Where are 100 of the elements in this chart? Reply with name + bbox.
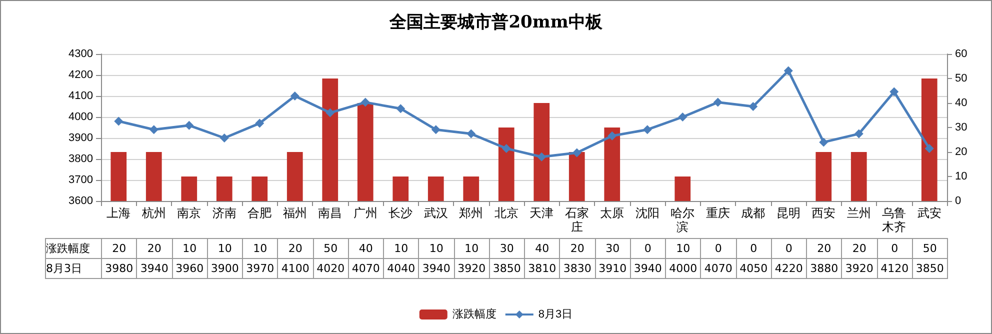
y2-tick-label: 40 — [955, 97, 968, 109]
data-label: 4050 — [736, 258, 772, 278]
bar — [146, 152, 162, 201]
x-tick-label: 武安 — [917, 206, 942, 220]
bar — [392, 176, 409, 201]
data-label: 20 — [806, 238, 842, 258]
y2-tick-label: 30 — [955, 122, 968, 134]
point — [784, 66, 793, 76]
data-label: 3810 — [524, 258, 560, 278]
x-tick-label: 济南 — [212, 206, 236, 220]
y2-tick-label: 60 — [955, 48, 968, 60]
data-label: 10 — [418, 238, 454, 258]
point — [890, 87, 899, 96]
x-tick-label: 沈阳 — [635, 206, 660, 220]
bar — [216, 176, 232, 201]
y-tick-label: 3800 — [68, 153, 93, 165]
point — [678, 112, 688, 122]
bar — [568, 152, 585, 201]
x-tick-label: 乌鲁木齐 — [882, 206, 906, 234]
data-label: 20 — [102, 238, 137, 258]
data-label: 3940 — [630, 258, 666, 278]
x-tick-label: 重庆 — [706, 206, 730, 220]
point — [255, 118, 264, 128]
bar — [921, 78, 938, 201]
data-label: 30 — [595, 238, 630, 258]
data-label: 3920 — [454, 258, 490, 278]
x-tick-label: 成都 — [741, 206, 766, 220]
data-label: 3920 — [842, 258, 877, 278]
data-label: 3970 — [242, 258, 278, 278]
x-tick-label: 太原 — [600, 206, 624, 220]
y-tick-label: 4200 — [68, 69, 93, 81]
bar — [428, 176, 444, 201]
x-tick-label: 武汉 — [424, 206, 448, 220]
bar — [498, 128, 514, 201]
bar — [322, 78, 338, 201]
data-label: 10 — [242, 238, 278, 258]
bar — [110, 152, 127, 201]
point — [360, 98, 370, 107]
legend-label: 8月3日 — [538, 308, 573, 320]
point — [854, 129, 864, 138]
bar — [357, 103, 374, 201]
data-label: 3960 — [172, 258, 208, 278]
y-tick-label: 3600 — [68, 195, 93, 207]
x-tick-label: 昆明 — [776, 206, 800, 220]
data-label: 3900 — [207, 258, 242, 278]
point — [713, 98, 722, 107]
y2-tick-label: 0 — [955, 195, 962, 207]
bar — [463, 176, 480, 201]
x-tick-label: 天津 — [530, 206, 554, 220]
x-tick-label: 石家庄 — [564, 206, 589, 234]
bar — [286, 152, 303, 201]
data-label: 0 — [736, 238, 772, 258]
data-label: 4020 — [313, 258, 348, 278]
data-label: 3850 — [912, 258, 948, 278]
point — [220, 134, 229, 142]
data-label: 40 — [348, 238, 384, 258]
y-tick-label: 4300 — [68, 48, 93, 60]
data-label: 20 — [136, 238, 172, 258]
x-tick-label: 杭州 — [140, 206, 166, 220]
x-tick-label: 北京 — [494, 206, 518, 220]
data-label: 0 — [630, 238, 666, 258]
point — [466, 129, 476, 138]
point — [431, 125, 440, 134]
x-tick-label: 南昌 — [318, 206, 342, 220]
data-label: 4220 — [771, 258, 806, 278]
data-label: 3910 — [595, 258, 630, 278]
data-label: 0 — [771, 238, 806, 258]
data-label: 3850 — [489, 258, 524, 278]
data-label: 50 — [313, 238, 348, 258]
data-label: 10 — [207, 238, 242, 258]
bar — [674, 176, 691, 201]
bar — [534, 103, 550, 201]
point — [149, 125, 158, 134]
data-label: 30 — [489, 238, 524, 258]
data-label: 3980 — [102, 258, 137, 278]
data-label: 0 — [700, 238, 736, 258]
data-label: 10 — [454, 238, 490, 258]
x-tick-label: 长沙 — [388, 206, 413, 220]
y-tick-label: 4100 — [68, 90, 93, 102]
text: 8月3日 — [46, 262, 82, 275]
data-label: 3830 — [560, 258, 595, 278]
x-tick-label: 上海 — [106, 206, 131, 220]
data-label: 4040 — [384, 258, 419, 278]
y2-tick-label: 10 — [955, 170, 968, 182]
point — [924, 144, 934, 153]
point — [502, 144, 511, 153]
x-tick-label: 合肥 — [248, 206, 272, 220]
x-tick-label: 广州 — [353, 206, 378, 220]
data-label: 4070 — [348, 258, 384, 278]
x-tick-label: 西安 — [812, 206, 836, 220]
point — [608, 131, 617, 140]
point — [290, 92, 300, 100]
data-label: 4100 — [278, 258, 313, 278]
data-label: 4120 — [877, 258, 912, 278]
data-label: 20 — [842, 238, 877, 258]
data-label: 3880 — [806, 258, 842, 278]
data-label: 10 — [384, 238, 419, 258]
data-label: 10 — [172, 238, 208, 258]
x-tick-label: 郑州 — [459, 206, 484, 220]
legend-label: 涨跌幅度 — [452, 308, 496, 320]
